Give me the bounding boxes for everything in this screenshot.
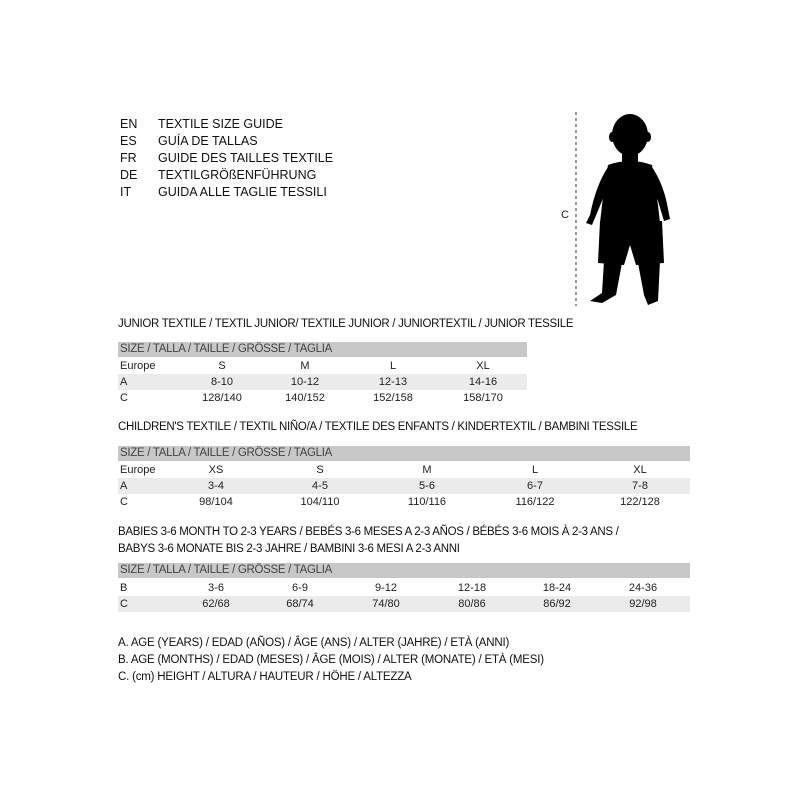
row-label: Europe [120,360,156,372]
language-title: GUIDA ALLE TAGLIE TESSILI [158,185,327,199]
table-cell: 7-8 [632,480,648,492]
table-cell: 158/170 [463,392,503,404]
table-cell: XL [633,464,647,476]
table-cell: 3-6 [208,582,224,594]
table-cell: 98/104 [199,496,233,508]
table-cell: 3-4 [208,480,224,492]
table-cell: 92/98 [629,598,657,610]
legend-line: B. AGE (MONTHS) / EDAD (MESES) / ÂGE (MO… [118,654,544,666]
table-title: BABIES 3-6 MONTH TO 2-3 YEARS / BEBÉS 3-… [118,526,619,538]
language-code: FR [120,151,137,165]
table-cell: 116/122 [515,496,555,508]
table-cell: 12-13 [378,376,408,388]
table-cell: 68/74 [286,598,314,610]
table-row-shading [118,596,690,612]
table-cell: 122/128 [620,496,660,508]
language-code: EN [120,117,138,131]
table-title: CHILDREN'S TEXTILE / TEXTIL NIÑO/A / TEX… [118,421,638,433]
language-code: IT [120,185,132,199]
table-cell: 18-24 [542,582,572,594]
table-header-label: SIZE / TALLA / TAILLE / GRÖSSE / TAGLIA [120,343,333,355]
table-cell: 80/86 [458,598,486,610]
table-cell: 152/158 [373,392,413,404]
language-title: GUÍA DE TALLAS [158,134,258,148]
table-header-label: SIZE / TALLA / TAILLE / GRÖSSE / TAGLIA [120,447,333,459]
language-title: TEXTILE SIZE GUIDE [158,117,284,131]
table-cell: L [389,360,397,372]
table-cell: XS [208,464,224,476]
table-cell: 8-10 [210,376,234,388]
table-cell: M [300,360,310,372]
table-cell: 74/80 [372,598,400,610]
table-row-shading [118,478,690,494]
language-code: DE [120,168,138,182]
table-cell: XL [476,360,490,372]
table-title: JUNIOR TEXTILE / TEXTIL JUNIOR/ TEXTILE … [118,318,574,330]
table-cell: 4-5 [312,480,328,492]
table-cell: 86/92 [543,598,571,610]
table-header [118,446,690,461]
table-cell: 10-12 [290,376,320,388]
table-cell: 128/140 [202,392,242,404]
table-cell: 24-36 [628,582,658,594]
row-label: A [120,376,128,388]
row-label: C [120,598,128,610]
row-label: A [120,480,128,492]
table-cell: 110/116 [407,496,447,508]
legend-line: C. (cm) HEIGHT / ALTURA / HAUTEUR / HÖHE… [118,671,412,683]
table-cell: 6-7 [527,480,543,492]
language-title: GUIDE DES TAILLES TEXTILE [158,151,334,165]
language-title: TEXTILGRÖßENFÜHRUNG [158,168,317,182]
table-cell: S [218,360,226,372]
table-cell: 140/152 [285,392,325,404]
table-cell: 5-6 [419,480,435,492]
table-cell: 9-12 [374,582,398,594]
table-cell: S [316,464,324,476]
table-header [118,342,527,357]
table-header-label: SIZE / TALLA / TAILLE / GRÖSSE / TAGLIA [120,564,333,576]
height-label: C [561,209,569,221]
table-cell: 104/110 [300,496,340,508]
table-cell: 6-9 [292,582,308,594]
row-label: C [120,496,128,508]
table-cell: 62/68 [202,598,230,610]
child-silhouette-icon [586,114,670,305]
table-header [118,563,690,578]
table-cell: M [422,464,432,476]
table-title-line-2: BABYS 3-6 MONATE BIS 2-3 JAHRE / BAMBINI… [118,543,460,555]
table-row-shading [118,374,527,390]
child-silhouette-figure: C [561,112,670,306]
legend-line: A. AGE (YEARS) / EDAD (AÑOS) / ÂGE (ANS)… [118,637,510,649]
table-cell: 12-18 [457,582,487,594]
table-cell: 14-16 [468,376,498,388]
row-label: B [120,582,128,594]
language-code: ES [120,134,137,148]
row-label: C [120,392,128,404]
table-cell: L [531,464,539,476]
row-label: Europe [120,464,156,476]
